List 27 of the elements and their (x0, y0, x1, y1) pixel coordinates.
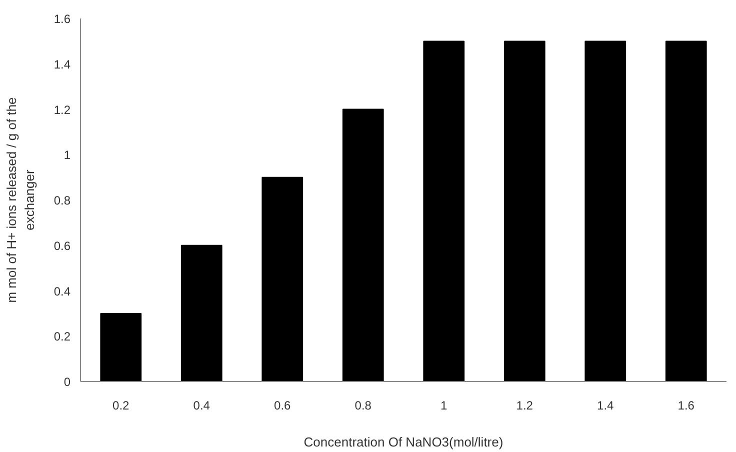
x-tick-label: 0.2 (112, 398, 130, 412)
bar (584, 40, 626, 382)
y-tick-label: 1.2 (54, 102, 71, 117)
y-tick-label: 1.4 (54, 57, 71, 72)
x-tick-label: 1.6 (678, 398, 695, 412)
y-tick-label: 0 (64, 375, 71, 389)
x-axis-title: Concentration Of NaNO3(mol/litre) (304, 434, 504, 450)
y-tick-label: 0.6 (54, 238, 71, 253)
y-tick-label: 0.4 (54, 284, 71, 298)
y-tick-label: 0.8 (54, 194, 71, 208)
x-tick-label: 1.2 (516, 398, 534, 412)
x-tick-label: 1 (440, 398, 448, 412)
bar (342, 108, 384, 382)
y-tick-label: 1.6 (54, 12, 71, 26)
y-tick-label: 0.2 (54, 330, 71, 344)
bar (423, 40, 465, 382)
y-tick-label: 1 (64, 148, 71, 162)
x-tick-label: 0.4 (193, 398, 210, 412)
x-tick-label: 1.4 (597, 398, 614, 412)
bar (262, 176, 304, 382)
bar (180, 244, 222, 382)
bar (100, 312, 142, 382)
bar (665, 40, 707, 382)
y-axis-title: m mol of H+ ions released / g of the exchanger (4, 97, 37, 303)
bar (504, 40, 546, 382)
x-tick-label: 0.6 (274, 398, 292, 412)
x-tick-label: 0.8 (354, 398, 372, 412)
